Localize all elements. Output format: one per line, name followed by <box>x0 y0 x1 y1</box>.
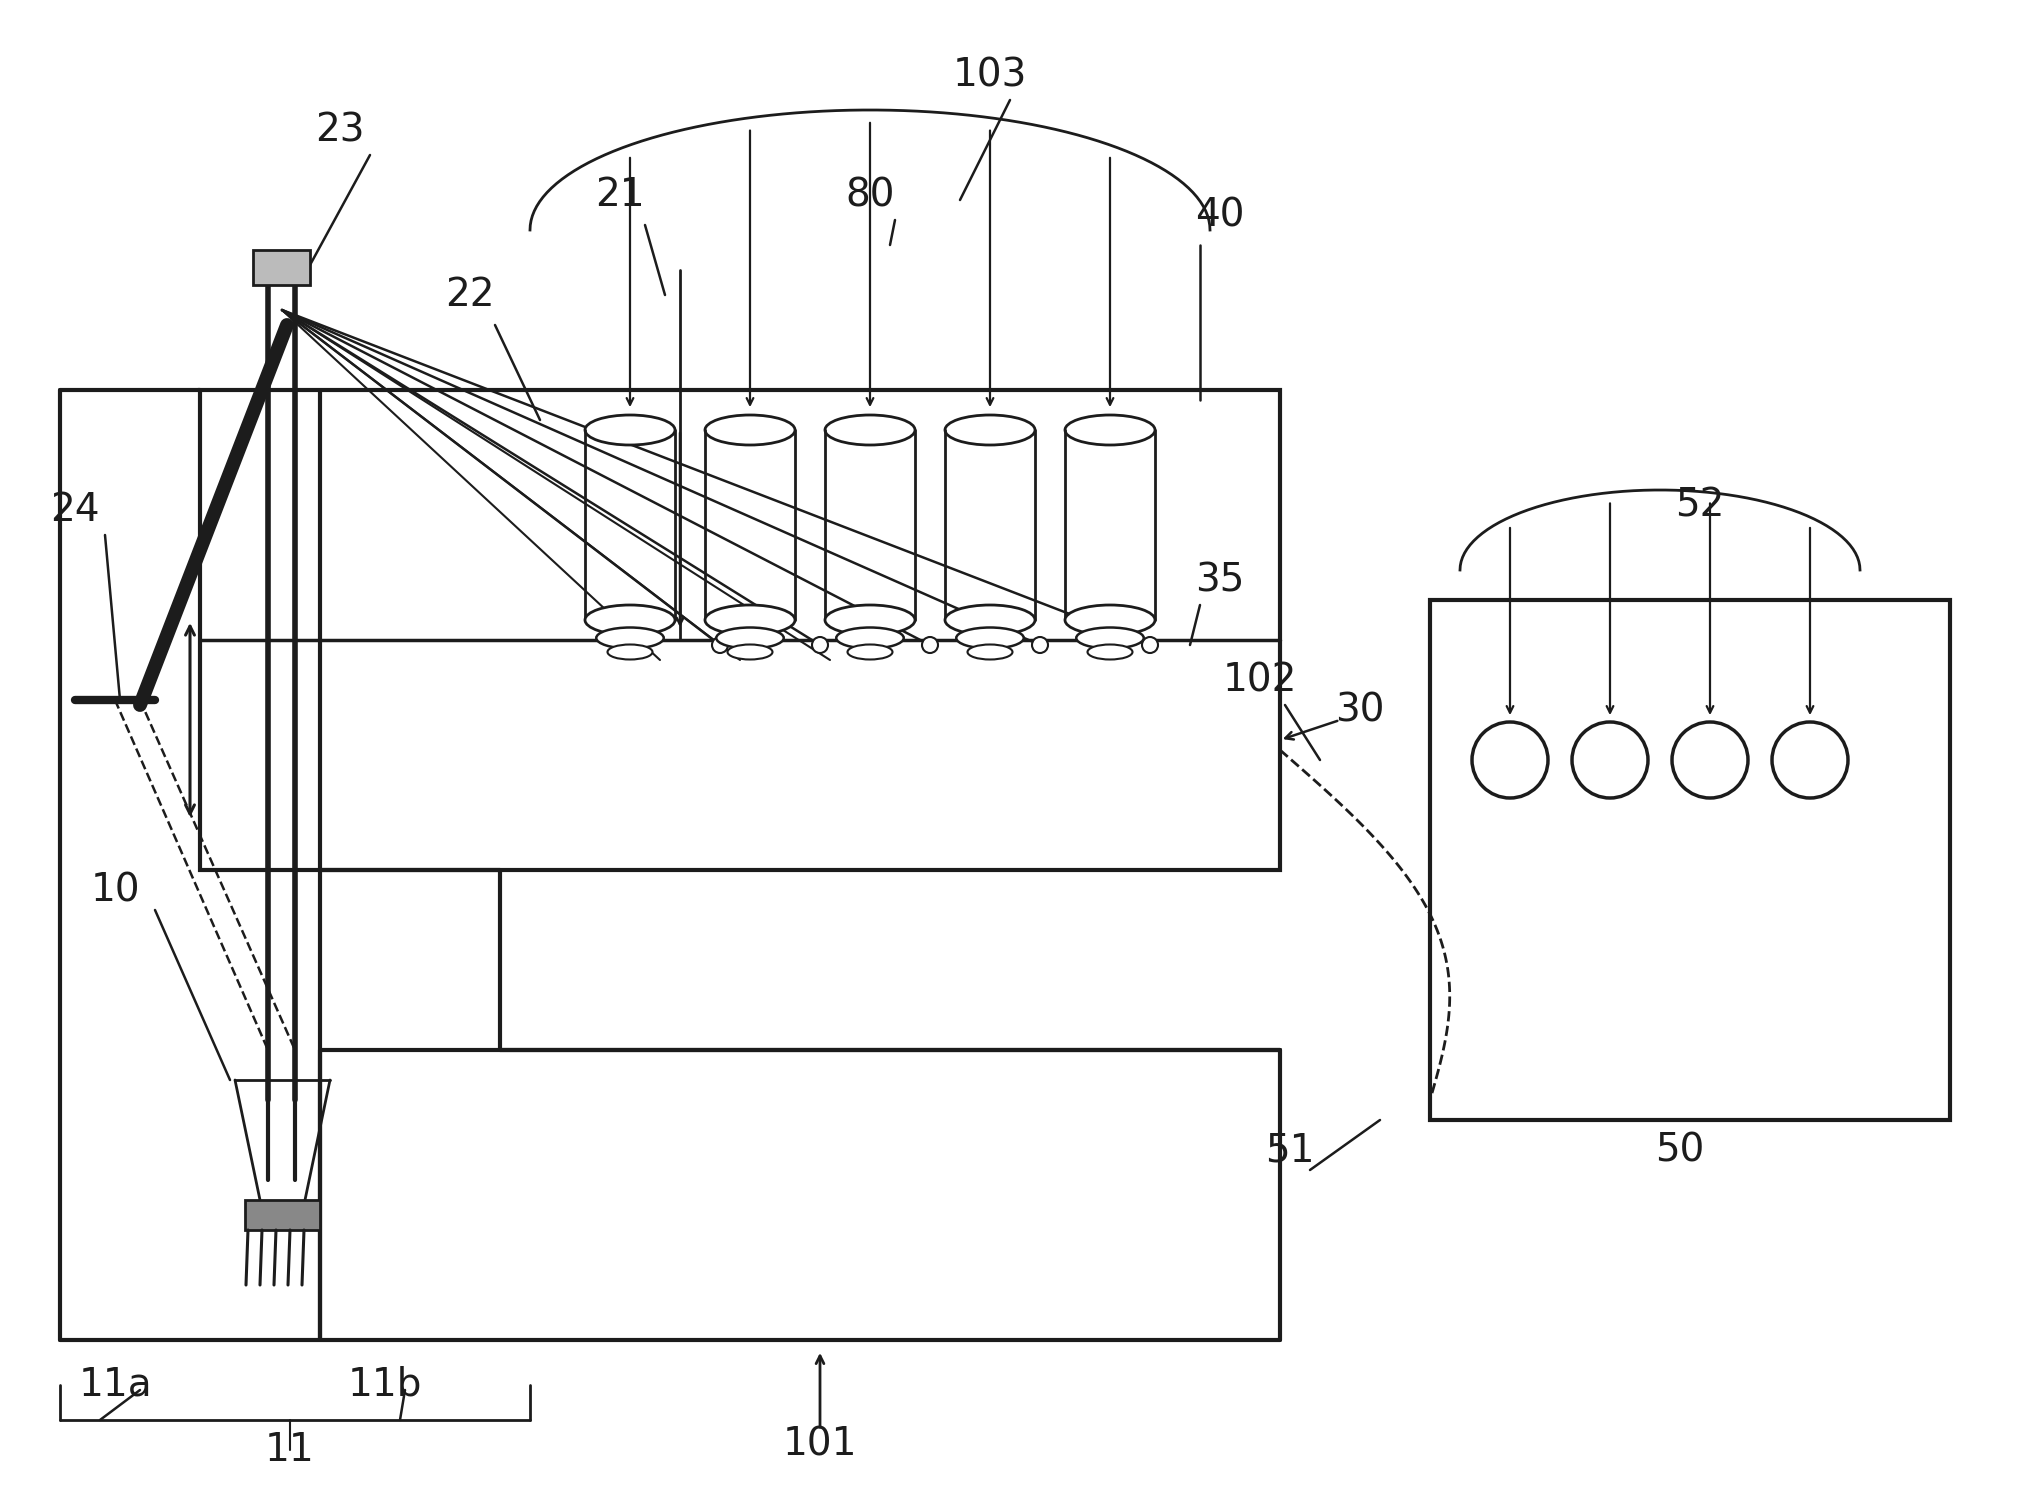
Ellipse shape <box>825 415 916 445</box>
Circle shape <box>1571 721 1648 798</box>
Text: 11b: 11b <box>347 1366 422 1404</box>
Text: 24: 24 <box>50 491 99 529</box>
Ellipse shape <box>585 606 676 634</box>
Text: 50: 50 <box>1656 1130 1704 1169</box>
Ellipse shape <box>585 415 676 445</box>
Circle shape <box>1472 721 1547 798</box>
Text: 11: 11 <box>264 1431 315 1468</box>
Circle shape <box>712 637 728 652</box>
Ellipse shape <box>607 645 654 660</box>
Text: 11a: 11a <box>79 1366 151 1404</box>
Ellipse shape <box>1065 606 1156 634</box>
Text: 52: 52 <box>1676 485 1725 525</box>
Bar <box>200 389 1281 870</box>
Bar <box>252 249 311 286</box>
Text: 51: 51 <box>1265 1130 1315 1169</box>
Ellipse shape <box>837 627 904 648</box>
Text: 35: 35 <box>1196 561 1244 600</box>
Ellipse shape <box>597 627 664 648</box>
Text: 21: 21 <box>595 176 645 213</box>
Ellipse shape <box>968 645 1013 660</box>
Circle shape <box>1142 637 1158 652</box>
Text: 103: 103 <box>952 56 1027 95</box>
Text: 30: 30 <box>1335 691 1386 729</box>
Text: 80: 80 <box>845 176 896 213</box>
Circle shape <box>922 637 938 652</box>
Text: 102: 102 <box>1222 661 1297 699</box>
Ellipse shape <box>728 645 773 660</box>
Circle shape <box>1033 637 1049 652</box>
Ellipse shape <box>716 627 785 648</box>
Ellipse shape <box>706 415 795 445</box>
Ellipse shape <box>956 627 1025 648</box>
Text: 23: 23 <box>315 111 365 149</box>
Text: 101: 101 <box>783 1426 857 1464</box>
Circle shape <box>1672 721 1749 798</box>
Ellipse shape <box>706 606 795 634</box>
Ellipse shape <box>946 606 1035 634</box>
Ellipse shape <box>847 645 892 660</box>
Ellipse shape <box>1087 645 1132 660</box>
Bar <box>244 1199 321 1229</box>
Circle shape <box>1773 721 1848 798</box>
Text: 22: 22 <box>446 277 494 314</box>
Ellipse shape <box>1077 627 1144 648</box>
Bar <box>1430 600 1950 1120</box>
Ellipse shape <box>1065 415 1156 445</box>
Circle shape <box>813 637 829 652</box>
Ellipse shape <box>946 415 1035 445</box>
Text: 10: 10 <box>91 872 139 909</box>
Ellipse shape <box>825 606 916 634</box>
Text: 40: 40 <box>1196 195 1244 234</box>
